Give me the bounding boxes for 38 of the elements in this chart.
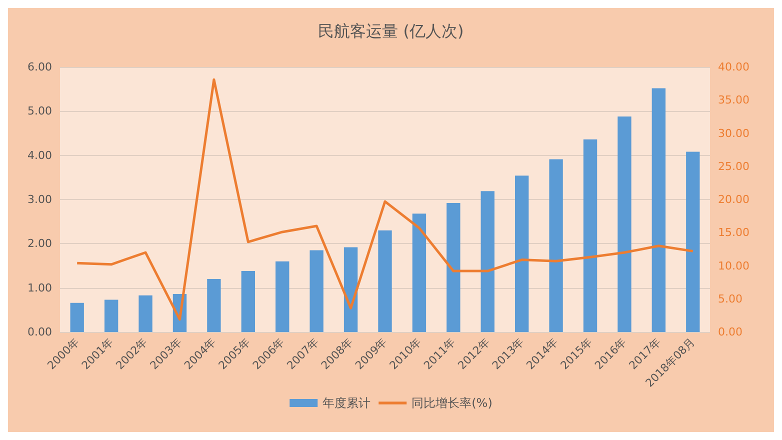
bar <box>104 300 118 332</box>
chart-title: 民航客运量 (亿人次) <box>318 22 464 40</box>
y-tick-label: 2.00 <box>28 237 52 250</box>
bar <box>276 261 290 332</box>
bar <box>480 191 494 332</box>
legend-label: 年度累计 <box>322 396 371 410</box>
y2-tick-label: 0.00 <box>718 326 742 338</box>
bar <box>583 139 598 332</box>
bar <box>344 247 358 332</box>
bar <box>412 214 426 332</box>
bar <box>515 176 529 332</box>
y2-tick-label: 5.00 <box>718 292 742 306</box>
bar <box>241 271 255 332</box>
y2-tick-label: 20.00 <box>718 193 750 206</box>
y-tick-label: 0.00 <box>28 326 52 338</box>
bar <box>138 295 152 332</box>
y-tick-label: 5.00 <box>28 104 52 118</box>
bar <box>549 159 563 332</box>
y2-tick-label: 35.00 <box>718 94 750 107</box>
bar <box>207 279 221 332</box>
y2-tick-label: 25.00 <box>718 160 750 173</box>
bar <box>70 302 84 332</box>
bar <box>618 116 632 332</box>
bar <box>378 230 392 332</box>
y-tick-label: 4.00 <box>28 148 52 162</box>
y-tick-label: 1.00 <box>28 281 52 294</box>
y-tick-label: 6.00 <box>28 60 52 74</box>
bar <box>686 152 700 332</box>
y2-tick-label: 40.00 <box>718 60 750 74</box>
y2-tick-label: 15.00 <box>718 226 750 240</box>
bar <box>446 203 460 332</box>
y2-tick-label: 30.00 <box>718 126 750 140</box>
y2-tick-label: 10.00 <box>718 259 750 272</box>
line-series <box>76 78 694 321</box>
y-tick-label: 3.00 <box>28 193 52 206</box>
legend-label: 同比增长率(%) <box>412 396 492 410</box>
bar <box>310 250 324 332</box>
bar <box>652 88 666 332</box>
